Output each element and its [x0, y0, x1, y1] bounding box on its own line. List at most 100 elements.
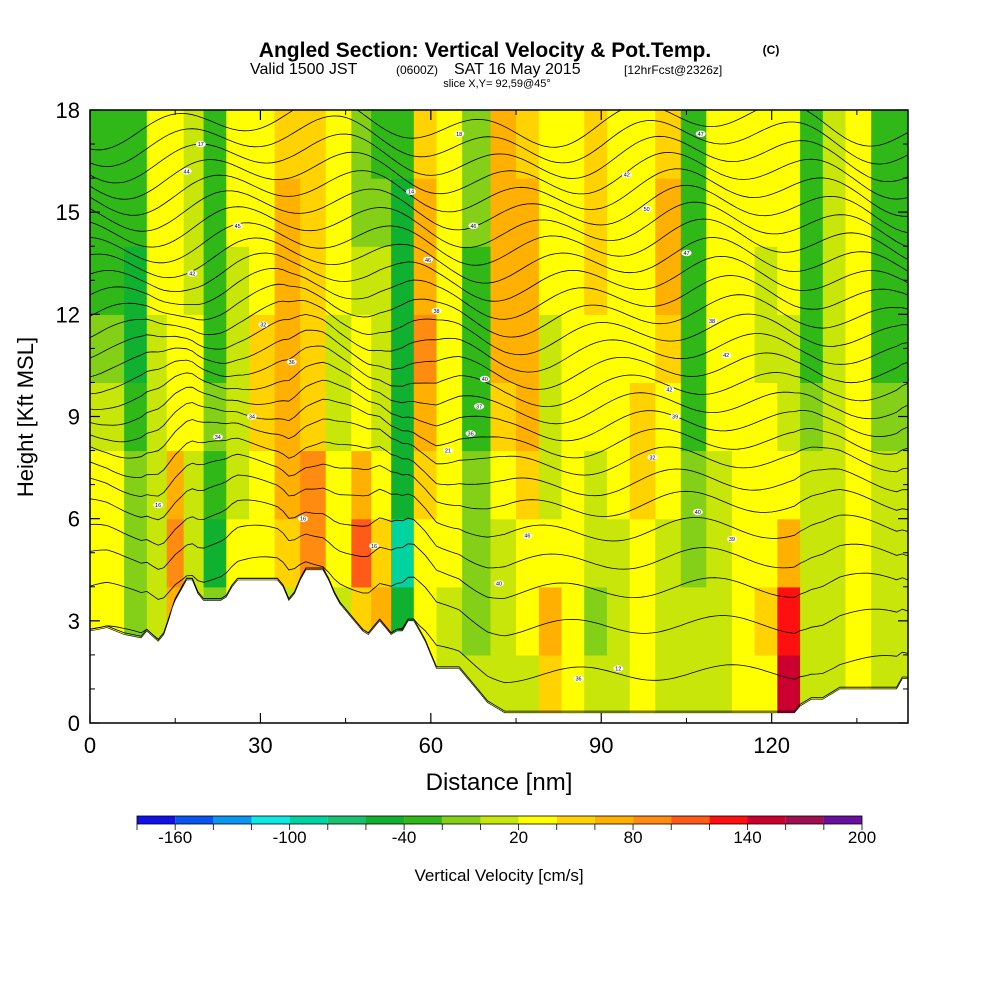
velocity-cell: [124, 110, 148, 179]
velocity-cell: [822, 518, 847, 588]
contour-label: 16: [369, 542, 379, 550]
velocity-cell: [655, 586, 682, 656]
colorbar-swatch: [785, 816, 824, 824]
velocity-cell: [300, 382, 327, 452]
contour-label: 36: [286, 358, 297, 366]
svg-text:16: 16: [300, 517, 306, 523]
velocity-cell: [413, 382, 438, 452]
velocity-cell: [822, 450, 847, 520]
svg-text:32: 32: [260, 323, 266, 329]
velocity-cell: [226, 382, 250, 452]
velocity-cell: [845, 518, 872, 588]
svg-text:42: 42: [189, 272, 195, 278]
contour-label: 45: [232, 222, 243, 230]
theta-contour: [90, 499, 908, 570]
velocity-cell: [777, 518, 801, 588]
colorbar-swatch: [671, 816, 710, 824]
velocity-cell: [351, 110, 372, 179]
velocity-cell: [584, 654, 608, 723]
contour-label: 34: [212, 433, 223, 441]
velocity-cell: [561, 654, 585, 723]
velocity-cell: [754, 178, 778, 247]
theta-contour: [90, 115, 908, 168]
contour-label: 42: [187, 270, 198, 278]
velocity-cell: [706, 178, 733, 247]
contour-label: 37: [474, 403, 485, 410]
theta-contour: [90, 437, 908, 497]
velocity-cell: [845, 314, 872, 383]
y-axis-label: Height [Kft MSL]: [13, 337, 38, 497]
svg-text:36: 36: [289, 360, 295, 366]
velocity-cell: [680, 654, 707, 723]
velocity-cell: [436, 586, 463, 656]
velocity-cell: [584, 246, 608, 315]
contour-label: 39: [726, 535, 737, 543]
velocity-cell: [800, 178, 824, 247]
theta-contour: [90, 110, 908, 151]
velocity-cell: [822, 586, 847, 656]
velocity-cell: [249, 178, 276, 247]
subtitle-utc: (0600Z): [396, 63, 438, 77]
velocity-cell: [274, 314, 301, 383]
colorbar-swatch: [633, 816, 672, 824]
velocity-cell: [516, 110, 540, 179]
theta-contour: [90, 283, 908, 338]
velocity-cell: [680, 450, 707, 520]
contour-label: 32: [258, 321, 269, 329]
velocity-cell: [203, 450, 227, 520]
velocity-cell: [706, 382, 733, 452]
contour-label: 16: [298, 515, 308, 523]
velocity-cell: [462, 586, 492, 656]
svg-text:46: 46: [524, 534, 530, 540]
velocity-cell: [413, 314, 438, 383]
velocity-cell: [538, 654, 563, 723]
velocity-cell: [584, 314, 608, 383]
x-tick-label: 30: [248, 733, 272, 758]
velocity-cell: [538, 178, 563, 247]
x-tick-label: 120: [753, 733, 790, 758]
velocity-cell: [462, 246, 492, 315]
colorbar-swatch: [137, 816, 176, 824]
theta-contour: [90, 418, 908, 476]
velocity-cell: [680, 382, 707, 452]
contour-label: 40: [692, 508, 703, 516]
velocity-cell: [300, 450, 327, 520]
velocity-cell: [629, 450, 656, 520]
svg-text:42: 42: [723, 353, 729, 359]
velocity-cell: [731, 246, 756, 315]
velocity-cell: [584, 110, 608, 179]
chart-title: Angled Section: Vertical Velocity & Pot.…: [259, 39, 711, 62]
velocity-cell: [146, 246, 168, 315]
velocity-cell: [124, 450, 148, 520]
svg-text:46: 46: [425, 258, 431, 264]
theta-contour: [90, 218, 908, 266]
velocity-cell: [516, 654, 540, 723]
velocity-cell: [183, 450, 205, 520]
velocity-cell: [274, 450, 301, 520]
velocity-cell: [606, 314, 631, 383]
colorbar: -160 -100 -40 20 80 140 200: [136, 815, 876, 847]
theta-contour: [90, 299, 908, 356]
velocity-cell: [490, 110, 517, 179]
velocity-cell: [655, 654, 682, 723]
velocity-cell: [371, 178, 392, 247]
velocity-cell: [845, 450, 872, 520]
theta-contour: [90, 345, 908, 408]
contour-label: 47: [681, 249, 692, 257]
x-axis-label: Distance [nm]: [426, 769, 573, 796]
svg-text:17: 17: [198, 142, 204, 148]
contour-label: 40: [494, 580, 504, 587]
velocity-cell: [203, 246, 227, 315]
velocity-cell: [777, 382, 801, 452]
svg-text:36: 36: [468, 432, 474, 438]
theta-contour: [90, 524, 908, 599]
velocity-cell: [325, 246, 352, 315]
velocity-cell: [413, 178, 438, 247]
velocity-cell: [538, 314, 563, 383]
velocity-cell: [629, 246, 656, 315]
theta-contour: [90, 133, 908, 184]
velocity-cell: [800, 382, 824, 452]
colorbar-swatch: [823, 816, 862, 824]
contour-label: 34: [246, 413, 257, 421]
velocity-cell: [845, 382, 872, 452]
